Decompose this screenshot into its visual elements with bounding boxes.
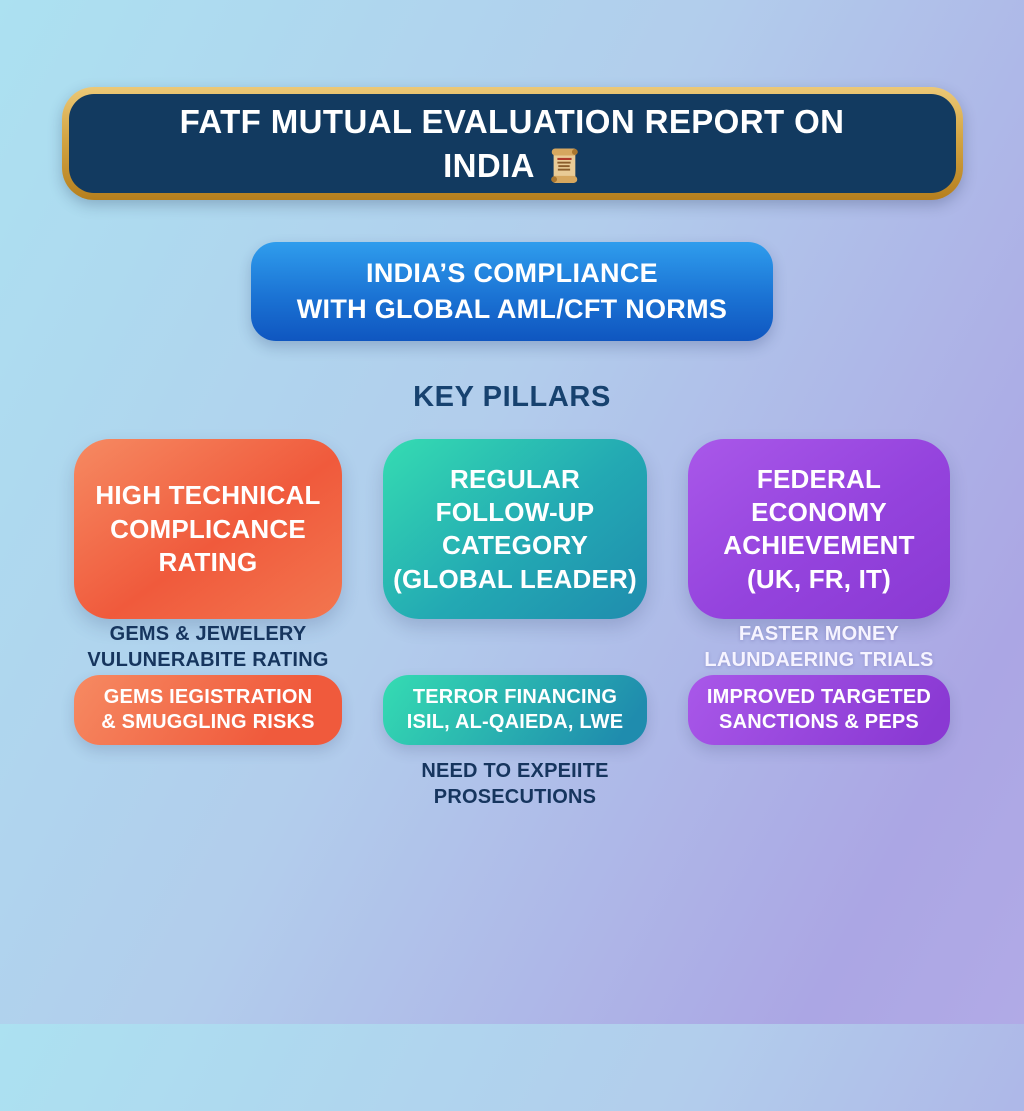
scroll-icon (547, 146, 581, 184)
chip-targeted-sanctions: IMPROVED TARGETED SANCTIONS & PEPS (688, 675, 950, 746)
subtitle-box: INDIA’S COMPLIANCE WITH GLOBAL AML/CFT N… (251, 242, 773, 342)
banner-title-country: INDIA (443, 146, 535, 184)
pillar-card-technical-compliance: HIGH TECHNICAL COMPLICANCE RATING (74, 439, 342, 620)
header-banner-inner: FATF MUTUAL EVALUATION REPORT ON INDIA (68, 94, 956, 193)
section-heading: KEY PILLARS (413, 381, 611, 414)
chip-terror-financing: TERROR FINANCING ISIL, AL-QAIEDA, LWE (383, 675, 647, 746)
pillar-card-follow-up-category: REGULAR FOLLOW-UP CATEGORY (GLOBAL LEADE… (383, 439, 647, 620)
chip-gems-smuggling: GEMS IEGISTRATION & SMUGGLING RISKS (74, 675, 342, 746)
banner-title-line2: INDIA (443, 144, 581, 188)
note-gems-jewelery: GEMS & JEWELERY VULUNERABITE RATING (87, 623, 329, 672)
banner-title-line1: FATF MUTUAL EVALUATION REPORT ON (179, 102, 845, 140)
note-expedite-prosecutions: NEED TO EXPEIITE PROSECUTIONS (421, 760, 609, 809)
header-banner: FATF MUTUAL EVALUATION REPORT ON INDIA (61, 87, 963, 200)
pillars-grid: HIGH TECHNICAL COMPLICANCE RATING REGULA… (0, 439, 1024, 810)
note-faster-money-trials: FASTER MONEY LAUNDAERING TRIALS (704, 623, 934, 672)
pillar-card-federal-economy: FEDERAL ECONOMY ACHIEVEMENT (UK, FR, IT) (688, 439, 950, 620)
